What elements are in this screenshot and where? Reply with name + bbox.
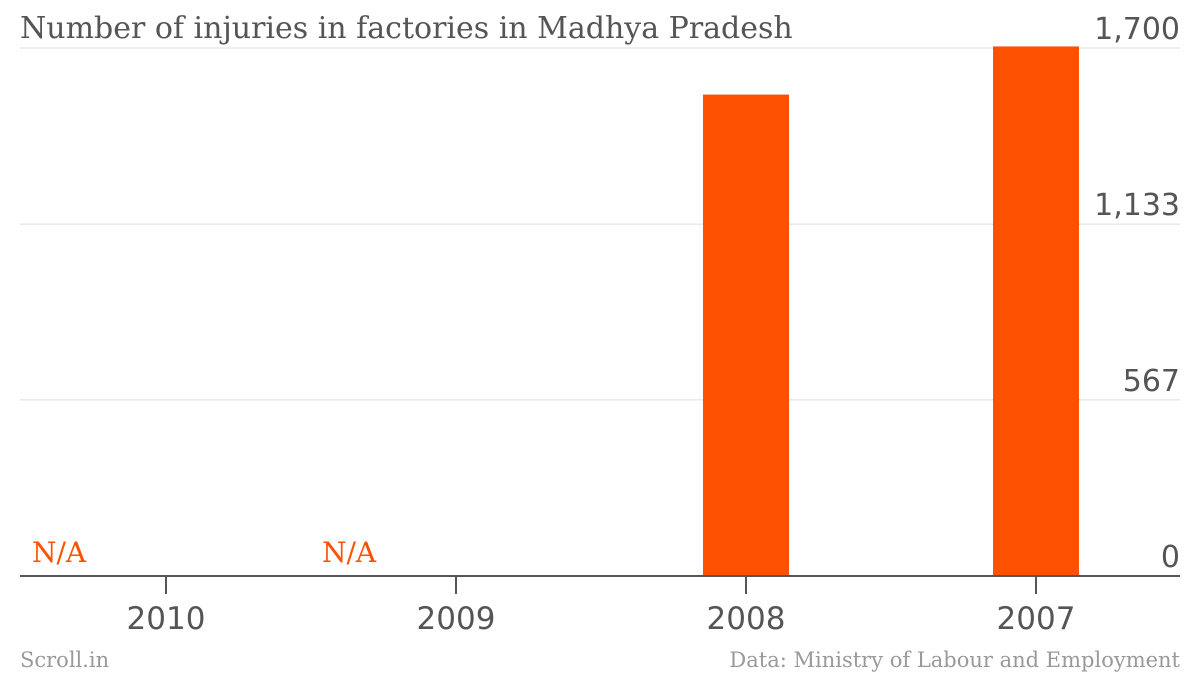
gridlines bbox=[20, 47, 1180, 401]
y-tick-label: 1,133 bbox=[1094, 188, 1180, 223]
y-axis-ticks: 0 567 1,133 1,700 bbox=[1094, 12, 1180, 575]
chart-title: Number of injuries in factories in Madhy… bbox=[20, 11, 793, 46]
x-tick-label: 2010 bbox=[127, 601, 206, 637]
bar-2007 bbox=[993, 46, 1079, 576]
brand-label: Scroll.in bbox=[20, 648, 109, 672]
missing-value-label: N/A bbox=[32, 536, 87, 569]
y-tick-label: 567 bbox=[1123, 364, 1180, 399]
x-tick-label: 2009 bbox=[417, 601, 496, 637]
x-tick-label: 2008 bbox=[707, 601, 786, 637]
x-tick-label: 2007 bbox=[997, 601, 1076, 637]
source-label: Data: Ministry of Labour and Employment bbox=[729, 648, 1180, 672]
y-tick-label: 1,700 bbox=[1094, 12, 1180, 47]
y-tick-label: 0 bbox=[1161, 540, 1180, 575]
x-axis-ticks: 2010 2009 2008 2007 bbox=[127, 576, 1076, 637]
bar-2008 bbox=[703, 94, 789, 577]
bars: N/A N/A bbox=[32, 46, 1079, 577]
missing-value-label: N/A bbox=[322, 536, 377, 569]
